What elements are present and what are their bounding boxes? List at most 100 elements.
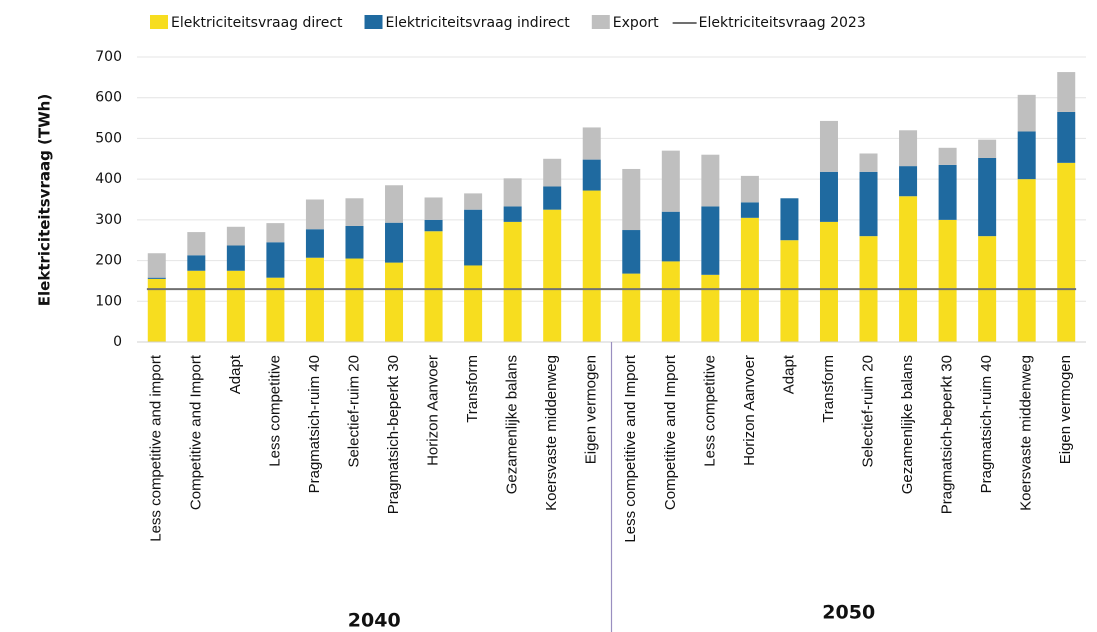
- y-tick-label: 200: [95, 253, 122, 269]
- bar-segment: [187, 270, 206, 342]
- bar-segment: [622, 168, 641, 231]
- bar-segment: [740, 202, 759, 218]
- bar-segment: [345, 198, 364, 226]
- x-tick-label: Adapt: [227, 354, 244, 394]
- bar-segment: [701, 154, 720, 207]
- bar-segment: [147, 278, 166, 342]
- bar-segment: [859, 171, 878, 237]
- x-tick-label: Competitive and Import: [187, 354, 204, 510]
- x-tick-label: Pragmatsich-beperkt 30: [939, 355, 956, 514]
- legend-label: Elektriciteitsvraag direct: [171, 15, 343, 31]
- x-tick-label: Koersvaste middenweg: [543, 355, 560, 511]
- x-tick-label: Competitive and Import: [662, 354, 679, 510]
- legend-swatch: [591, 15, 610, 29]
- bar-segment: [503, 206, 522, 222]
- y-tick-label: 600: [95, 90, 122, 106]
- bar-segment: [147, 277, 166, 279]
- x-tick-label: Transform: [820, 355, 837, 423]
- legend-swatch: [364, 15, 383, 29]
- y-tick-label: 0: [113, 334, 122, 350]
- x-tick-label: Gezamenlijke balans: [899, 355, 916, 494]
- bar-segment: [780, 198, 799, 241]
- bar-segment: [305, 199, 324, 230]
- bar-segment: [1017, 131, 1036, 180]
- bar-segment: [187, 255, 206, 271]
- bar-segment: [187, 232, 206, 256]
- bar-segment: [701, 274, 720, 342]
- y-tick-label: 300: [95, 212, 122, 228]
- bar-segment: [345, 258, 364, 342]
- bar-segment: [819, 221, 838, 342]
- bar-segment: [226, 226, 245, 246]
- x-tick-label: Less competitive: [266, 355, 283, 467]
- x-tick-label: Less competitive: [701, 355, 718, 467]
- y-axis-label: Elektriciteitsvraag (TWh): [36, 94, 54, 306]
- legend-label: Export: [613, 15, 659, 31]
- x-tick-label: Horizon Aanvoer: [741, 355, 758, 466]
- bar-segment: [622, 273, 641, 342]
- bar-segment: [424, 219, 443, 232]
- bar-segment: [147, 253, 166, 278]
- x-tick-label: Eigen vermogen: [1057, 355, 1074, 464]
- bar-segment: [740, 217, 759, 342]
- bar-segment: [543, 158, 562, 187]
- bar-segment: [1057, 72, 1076, 112]
- bar-segment: [661, 150, 680, 212]
- bar-segment: [819, 120, 838, 172]
- y-tick-label: 100: [95, 293, 122, 309]
- bar-segment: [266, 277, 285, 342]
- bar-segment: [385, 185, 404, 223]
- bar-segment: [305, 257, 324, 342]
- bar-segment: [780, 240, 799, 342]
- bar-segment: [503, 221, 522, 342]
- bar-segment: [1057, 111, 1076, 163]
- bar-segment: [582, 159, 601, 191]
- bar-segment: [819, 171, 838, 222]
- bar-segment: [345, 225, 364, 259]
- bar-segment: [899, 130, 918, 167]
- y-tick-label: 400: [95, 171, 122, 187]
- x-tick-label: Transform: [464, 355, 481, 423]
- bar-segment: [899, 166, 918, 197]
- x-tick-label: Pragmatsich-beperkt 30: [385, 355, 402, 514]
- bar-segment: [740, 175, 759, 203]
- bar-segment: [464, 209, 483, 266]
- x-tick-label: Eigen vermogen: [583, 355, 600, 464]
- bar-segment: [424, 197, 443, 220]
- x-tick-label: Less competitive and Import: [622, 354, 639, 542]
- y-tick-label: 500: [95, 130, 122, 146]
- y-tick-label: 700: [95, 49, 122, 65]
- bar-segment: [701, 206, 720, 275]
- x-tick-label: Adapt: [780, 354, 797, 394]
- bar-segment: [503, 178, 522, 207]
- x-tick-label: Pragmatsich-ruim 40: [978, 355, 995, 493]
- bar-segment: [424, 231, 443, 342]
- bar-segment: [464, 193, 483, 210]
- bar-segment: [938, 219, 957, 342]
- bar-segment: [464, 265, 483, 342]
- bar-segment: [1017, 94, 1036, 132]
- bar-segment: [305, 229, 324, 258]
- bar-segment: [978, 139, 997, 158]
- bar-segment: [266, 223, 285, 243]
- bar-segment: [582, 127, 601, 160]
- bar-segment: [859, 153, 878, 172]
- bar-segment: [938, 147, 957, 165]
- bar-segment: [622, 230, 641, 274]
- bar-segment: [385, 222, 404, 263]
- bar-segment: [543, 209, 562, 342]
- x-tick-label: Selectief-ruim 20: [859, 355, 876, 468]
- legend-label: Elektriciteitsvraag 2023: [699, 15, 866, 31]
- x-tick-label: Pragmatsich-ruim 40: [306, 355, 323, 493]
- x-tick-label: Horizon Aanvoer: [425, 355, 442, 466]
- x-tick-label: Gezamenlijke balans: [504, 355, 521, 494]
- bar-segment: [661, 261, 680, 342]
- x-tick-label: Selectief-ruim 20: [345, 355, 362, 468]
- bar-segment: [899, 196, 918, 342]
- bar-segment: [1057, 162, 1076, 342]
- bar-segment: [266, 242, 285, 278]
- legend-swatch: [150, 15, 168, 29]
- bar-segment: [543, 186, 562, 210]
- bar-segment: [226, 270, 245, 342]
